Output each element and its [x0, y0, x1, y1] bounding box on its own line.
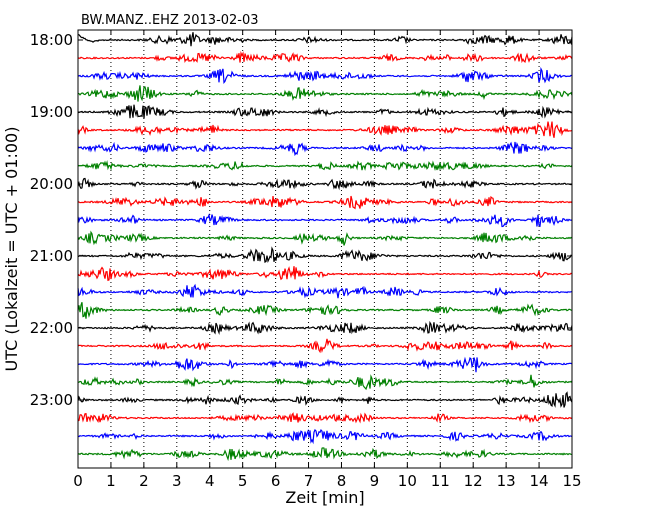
trace-line	[77, 212, 573, 228]
x-tick-label: 8	[337, 472, 347, 490]
trace-line	[77, 356, 573, 373]
x-tick-label: 5	[238, 472, 248, 490]
y-axis-label: UTC (Lokalzeit = UTC + 01:00)	[2, 127, 21, 372]
x-tick-label: 2	[139, 472, 149, 490]
trace-line	[77, 374, 573, 391]
trace-line	[77, 66, 573, 85]
x-tick-label: 13	[497, 472, 516, 490]
traces	[77, 32, 573, 462]
trace-line	[77, 246, 573, 263]
y-tick-label: 20:00	[30, 175, 73, 193]
trace-line	[77, 338, 573, 354]
trace-line	[77, 266, 573, 282]
x-tick-label: 6	[271, 472, 281, 490]
x-tick-label: 15	[562, 472, 581, 490]
x-tick-label: 3	[172, 472, 182, 490]
trace-line	[77, 50, 573, 64]
trace-line	[77, 177, 573, 191]
trace-line	[77, 412, 573, 424]
trace-line	[77, 302, 573, 319]
x-tick-label: 11	[431, 472, 450, 490]
x-tick-label: 12	[464, 472, 483, 490]
trace-line	[77, 32, 573, 47]
trace-line	[77, 320, 573, 335]
x-axis-label: Zeit [min]	[285, 488, 364, 507]
x-tick-label: 14	[530, 472, 549, 490]
trace-line	[77, 391, 573, 408]
trace-line	[77, 195, 573, 210]
trace-line	[77, 141, 573, 157]
trace-line	[77, 283, 573, 299]
x-tick-label: 7	[304, 472, 314, 490]
y-tick-label: 22:00	[30, 319, 73, 337]
trace-line	[77, 230, 573, 246]
grid-lines	[110, 30, 540, 468]
x-tick-label: 0	[73, 472, 83, 490]
chart-title: BW.MANZ..EHZ 2013-02-03	[81, 13, 259, 28]
x-axis-ticks: 0 1 2 3 4 5 6 7 8 9 10 11 12 13 14 15	[73, 30, 582, 490]
y-tick-label: 23:00	[30, 391, 73, 409]
x-tick-label: 9	[370, 472, 380, 490]
trace-line	[77, 121, 573, 138]
x-tick-label: 10	[398, 472, 417, 490]
y-tick-label: 21:00	[30, 247, 73, 265]
trace-line	[77, 160, 573, 172]
y-tick-label: 18:00	[30, 31, 73, 49]
trace-line	[77, 85, 573, 102]
x-tick-label: 4	[205, 472, 215, 490]
y-axis-ticks: 18:00 19:00 20:00 21:00 22:00 23:00	[30, 31, 572, 409]
plot-frame	[77, 29, 573, 469]
trace-line	[77, 428, 573, 445]
x-tick-label: 1	[106, 472, 116, 490]
y-tick-label: 19:00	[30, 103, 73, 121]
trace-line	[77, 104, 573, 119]
trace-line	[77, 447, 573, 462]
